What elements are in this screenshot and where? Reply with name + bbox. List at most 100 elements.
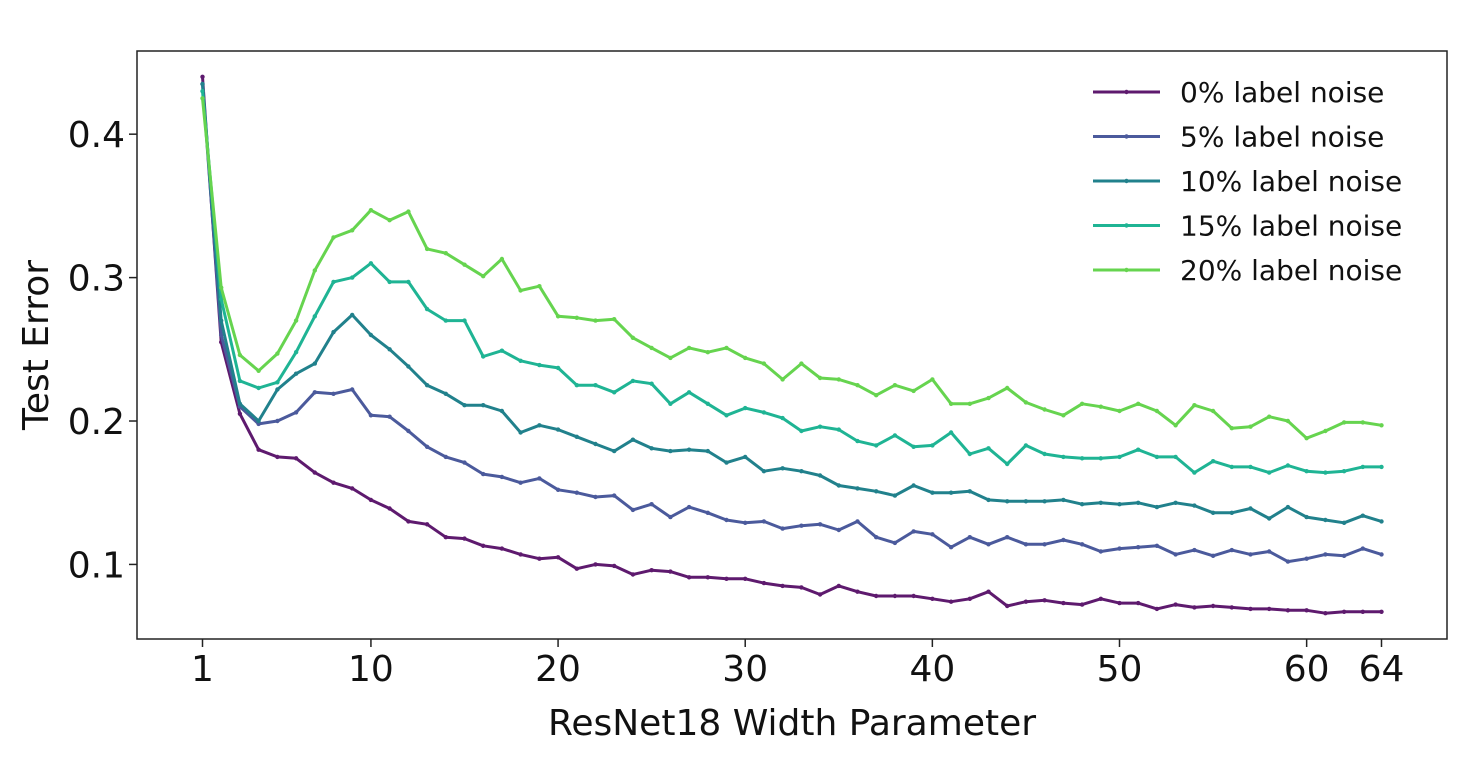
data-point: [836, 427, 841, 432]
data-point: [499, 348, 505, 353]
data-point: [1023, 443, 1029, 448]
data-point: [1117, 600, 1122, 606]
data-point: [1136, 545, 1141, 550]
data-point: [799, 469, 804, 474]
legend-item: 10% label noise: [1093, 165, 1402, 198]
data-point: [649, 381, 654, 386]
data-point: [555, 365, 561, 371]
y-axis: 0.1 0.2 0.3 0.4: [68, 115, 137, 586]
data-point: [1079, 602, 1085, 607]
series-2: [200, 81, 1384, 525]
data-point: [986, 395, 991, 401]
data-point: [967, 489, 972, 494]
data-point: [1136, 600, 1141, 606]
data-point: [874, 593, 879, 599]
data-point: [443, 391, 448, 396]
legend-marker: [1124, 178, 1129, 184]
data-point: [612, 390, 617, 395]
data-point: [312, 268, 317, 273]
data-point: [874, 489, 879, 494]
data-point: [855, 519, 860, 524]
data-point: [518, 480, 523, 485]
data-point: [1323, 428, 1328, 434]
data-point: [1229, 605, 1235, 610]
data-point: [630, 572, 636, 577]
data-point: [649, 502, 654, 507]
data-point: [331, 391, 336, 396]
data-point: [1079, 401, 1085, 406]
data-point: [612, 493, 617, 498]
data-point: [1173, 602, 1178, 607]
data-point: [1210, 459, 1216, 464]
data-point: [1210, 553, 1216, 558]
data-point: [1005, 385, 1010, 391]
data-point: [1023, 499, 1029, 504]
x-tick-label: 40: [909, 649, 955, 690]
series-1: [200, 81, 1384, 564]
data-point: [761, 580, 767, 586]
data-point: [1154, 543, 1160, 548]
data-point: [219, 332, 224, 338]
data-point: [1079, 542, 1085, 547]
data-point: [1379, 423, 1384, 428]
data-point: [630, 437, 636, 442]
data-point: [1285, 608, 1291, 613]
x-tick-label: 60: [1284, 649, 1330, 690]
data-point: [406, 519, 411, 524]
data-point: [817, 424, 823, 429]
data-point: [200, 81, 205, 87]
data-point: [948, 401, 954, 406]
data-point: [686, 504, 692, 510]
data-point: [368, 332, 374, 338]
data-point: [462, 318, 467, 323]
series-line: [201, 98, 1382, 440]
data-point: [799, 585, 804, 590]
legend-item: 0% label noise: [1093, 76, 1384, 109]
data-point: [705, 448, 710, 454]
data-point: [743, 405, 748, 411]
data-point: [1005, 535, 1010, 540]
data-point: [499, 408, 505, 414]
data-point: [855, 589, 860, 594]
data-point: [237, 401, 243, 406]
data-point: [1079, 502, 1085, 507]
data-point: [1173, 423, 1178, 428]
data-point: [649, 568, 654, 573]
data-point: [1154, 504, 1160, 510]
data-point: [387, 347, 392, 352]
x-tick-label: 1: [191, 649, 214, 690]
data-point: [892, 593, 898, 599]
data-point: [387, 279, 392, 285]
data-point: [1005, 499, 1010, 504]
data-point: [312, 470, 317, 475]
data-point: [1304, 556, 1309, 561]
data-point: [293, 456, 299, 461]
x-tick-label: 64: [1359, 649, 1405, 690]
series-line: [201, 83, 1382, 525]
data-point: [1023, 599, 1029, 604]
data-point: [1117, 408, 1122, 414]
data-point: [649, 446, 654, 451]
data-point: [1360, 464, 1366, 470]
data-point: [1360, 420, 1366, 425]
data-point: [1061, 600, 1066, 606]
data-point: [874, 393, 879, 398]
data-point: [911, 444, 916, 449]
data-point: [1061, 454, 1066, 460]
data-point: [1173, 552, 1178, 557]
data-point: [312, 390, 317, 395]
data-point: [761, 361, 767, 366]
data-point: [836, 377, 841, 382]
data-point: [1285, 559, 1291, 564]
data-point: [424, 444, 430, 449]
y-tick-label: 0.2: [68, 402, 125, 443]
data-point: [219, 285, 224, 290]
data-point: [1323, 611, 1328, 616]
legend: 0% label noise 5% label noise 10% label no…: [1093, 76, 1402, 287]
data-point: [312, 361, 317, 366]
data-point: [555, 427, 561, 432]
data-point: [237, 411, 243, 416]
data-point: [649, 345, 654, 351]
data-point: [855, 486, 860, 491]
data-point: [1360, 546, 1366, 551]
